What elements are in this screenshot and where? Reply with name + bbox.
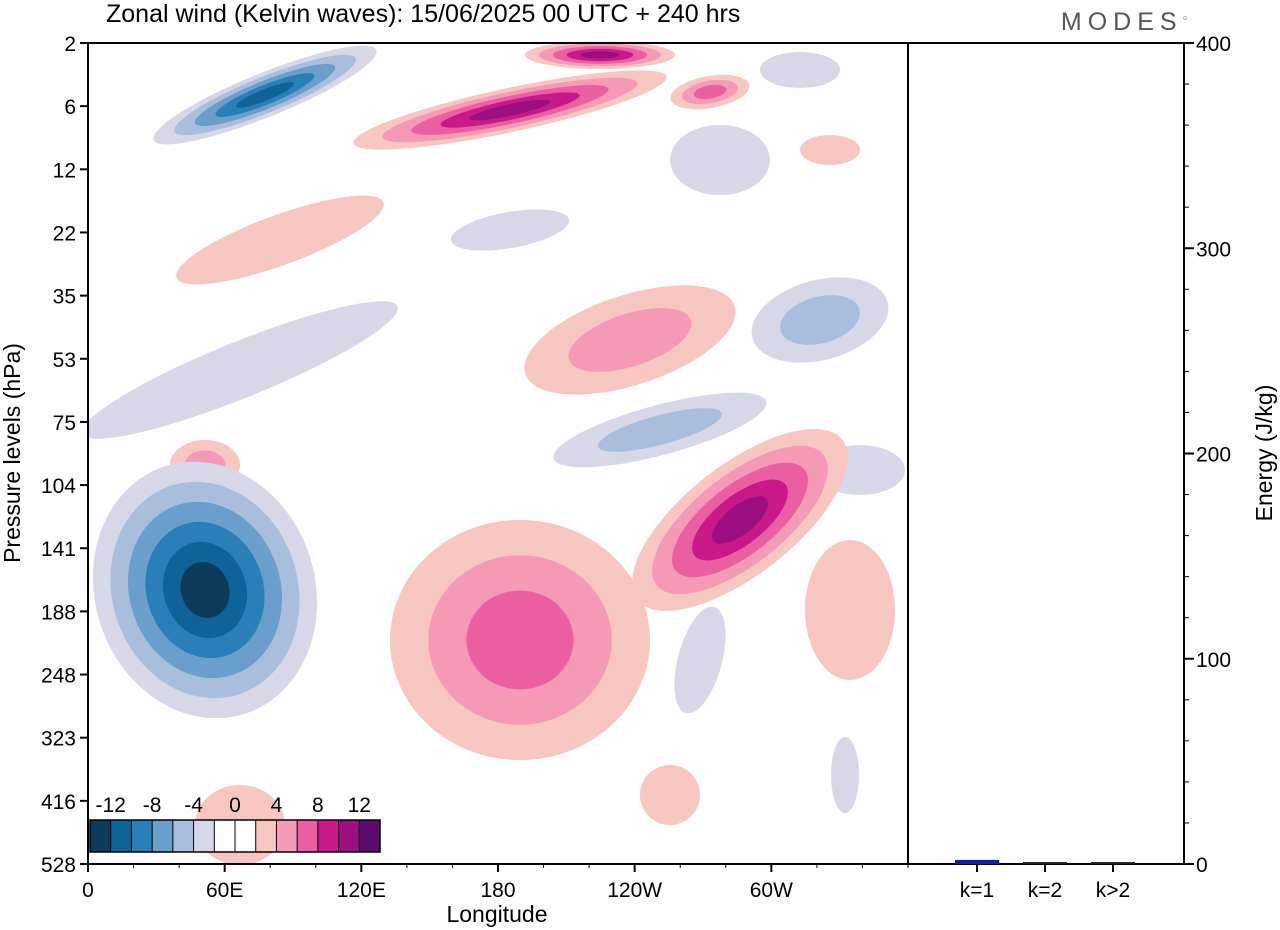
energy-bar: [955, 859, 999, 864]
y-tick-label: 416: [41, 791, 76, 814]
y-tick-label: 248: [41, 665, 76, 688]
y-axis: 2 6 12 22 35 53 75 104 141 188 248 323 416 528: [41, 33, 88, 877]
y-tick-label: 2: [64, 33, 76, 56]
colorbar-swatch: [90, 820, 111, 852]
energy-bars: k=1 k=2 k>2: [955, 859, 1135, 902]
colorbar-label: 12: [348, 794, 371, 817]
registered-mark: ○: [1182, 12, 1188, 23]
energy-tick-label: 300: [1196, 238, 1231, 261]
negative-anomaly-right: [780, 295, 860, 345]
colorbar-label: -8: [143, 794, 162, 817]
positive-anomaly-center: [568, 308, 692, 372]
x-axis-label: Longitude: [446, 901, 547, 927]
x-tick-label: 60W: [750, 879, 793, 902]
energy-axis: 0 100 200 300 400: [1184, 33, 1231, 877]
colorbar-swatch: [255, 820, 277, 852]
colorbar-label: -4: [184, 794, 203, 817]
y-axis-label: Pressure levels (hPa): [0, 343, 25, 563]
y-tick-label: 6: [64, 96, 76, 119]
colorbar-label: 8: [312, 794, 324, 817]
y-tick-label: 104: [41, 475, 76, 498]
positive-anomaly-edge: [800, 135, 860, 165]
positive-anomaly-top: [580, 51, 620, 59]
y-tick-label: 53: [53, 349, 76, 372]
contour-field: [88, 43, 905, 864]
negative-anomaly-band: [88, 301, 398, 439]
x-tick-label: 120E: [337, 879, 386, 902]
colorbar-swatch: [131, 820, 153, 852]
colorbar-swatch: [193, 820, 215, 852]
x-tick-label: 60E: [206, 879, 243, 902]
energy-bar: [1091, 862, 1135, 864]
negative-anomaly-mid: [450, 209, 570, 251]
positive-anomaly-central: [466, 590, 574, 690]
colorbar-label: 4: [271, 794, 283, 817]
negative-anomaly-upper: [236, 82, 294, 108]
colorbar-label: -12: [96, 794, 126, 817]
energy-category-label: k=1: [960, 879, 994, 902]
y-tick-label: 75: [53, 412, 76, 435]
y-tick-label: 141: [41, 538, 76, 561]
x-axis: 0 60E 120E 180 120W 60W: [82, 864, 909, 902]
y-tick-label: 12: [53, 159, 76, 182]
energy-category-label: k>2: [1096, 879, 1130, 902]
colorbar-swatch: [317, 820, 339, 852]
colorbar-swatch: [214, 820, 235, 852]
negative-anomaly-band-right: [597, 408, 723, 452]
colorbar-swatch: [110, 820, 132, 852]
brand-logo: MODES○: [1061, 8, 1188, 37]
positive-anomaly-mid: [176, 195, 384, 285]
energy-plot-frame: [907, 42, 1185, 865]
colorbar-swatch: [297, 820, 318, 852]
positive-anomaly-far-right: [805, 540, 895, 680]
positive-anomaly-tilted: [712, 496, 768, 544]
x-tick-label: 180: [480, 879, 515, 902]
negative-anomaly-top-right: [760, 52, 840, 88]
colorbar-swatch: [152, 820, 173, 852]
negative-anomaly-lower: [674, 606, 726, 714]
energy-tick-label: 0: [1196, 854, 1208, 877]
positive-anomaly-lower: [640, 765, 700, 825]
colorbar-label: 0: [229, 794, 241, 817]
positive-anomaly-upper: [469, 99, 551, 121]
energy-tick-label: 100: [1196, 649, 1231, 672]
energy-bar: [1023, 862, 1067, 864]
colorbar: -12 -8 -4 0 4 8 12: [89, 794, 381, 853]
y-tick-label: 188: [41, 601, 76, 624]
y-tick-label: 22: [53, 222, 76, 245]
energy-axis-label: Energy (J/kg): [1251, 385, 1277, 522]
colorbar-swatch: [338, 820, 360, 852]
colorbar-swatch: [172, 820, 194, 852]
x-tick-label: 0: [82, 879, 94, 902]
positive-anomaly-top-right: [693, 84, 727, 100]
colorbar-swatch: [276, 820, 298, 852]
chart-title: Zonal wind (Kelvin waves): 15/06/2025 00…: [106, 0, 740, 28]
y-tick-label: 35: [53, 286, 76, 309]
energy-tick-label: 400: [1196, 33, 1231, 56]
colorbar-swatch: [235, 820, 256, 852]
colorbar-swatch: [359, 820, 380, 852]
negative-anomaly-main: [180, 561, 230, 619]
negative-anomaly-bottom-right: [831, 737, 859, 813]
energy-tick-label: 200: [1196, 444, 1231, 467]
y-tick-label: 528: [41, 854, 76, 877]
x-tick-label: 120W: [607, 879, 662, 902]
energy-category-label: k=2: [1028, 879, 1062, 902]
negative-anomaly-mid-right: [670, 125, 770, 195]
y-tick-label: 323: [41, 728, 76, 751]
brand-text: MODES: [1060, 8, 1183, 36]
